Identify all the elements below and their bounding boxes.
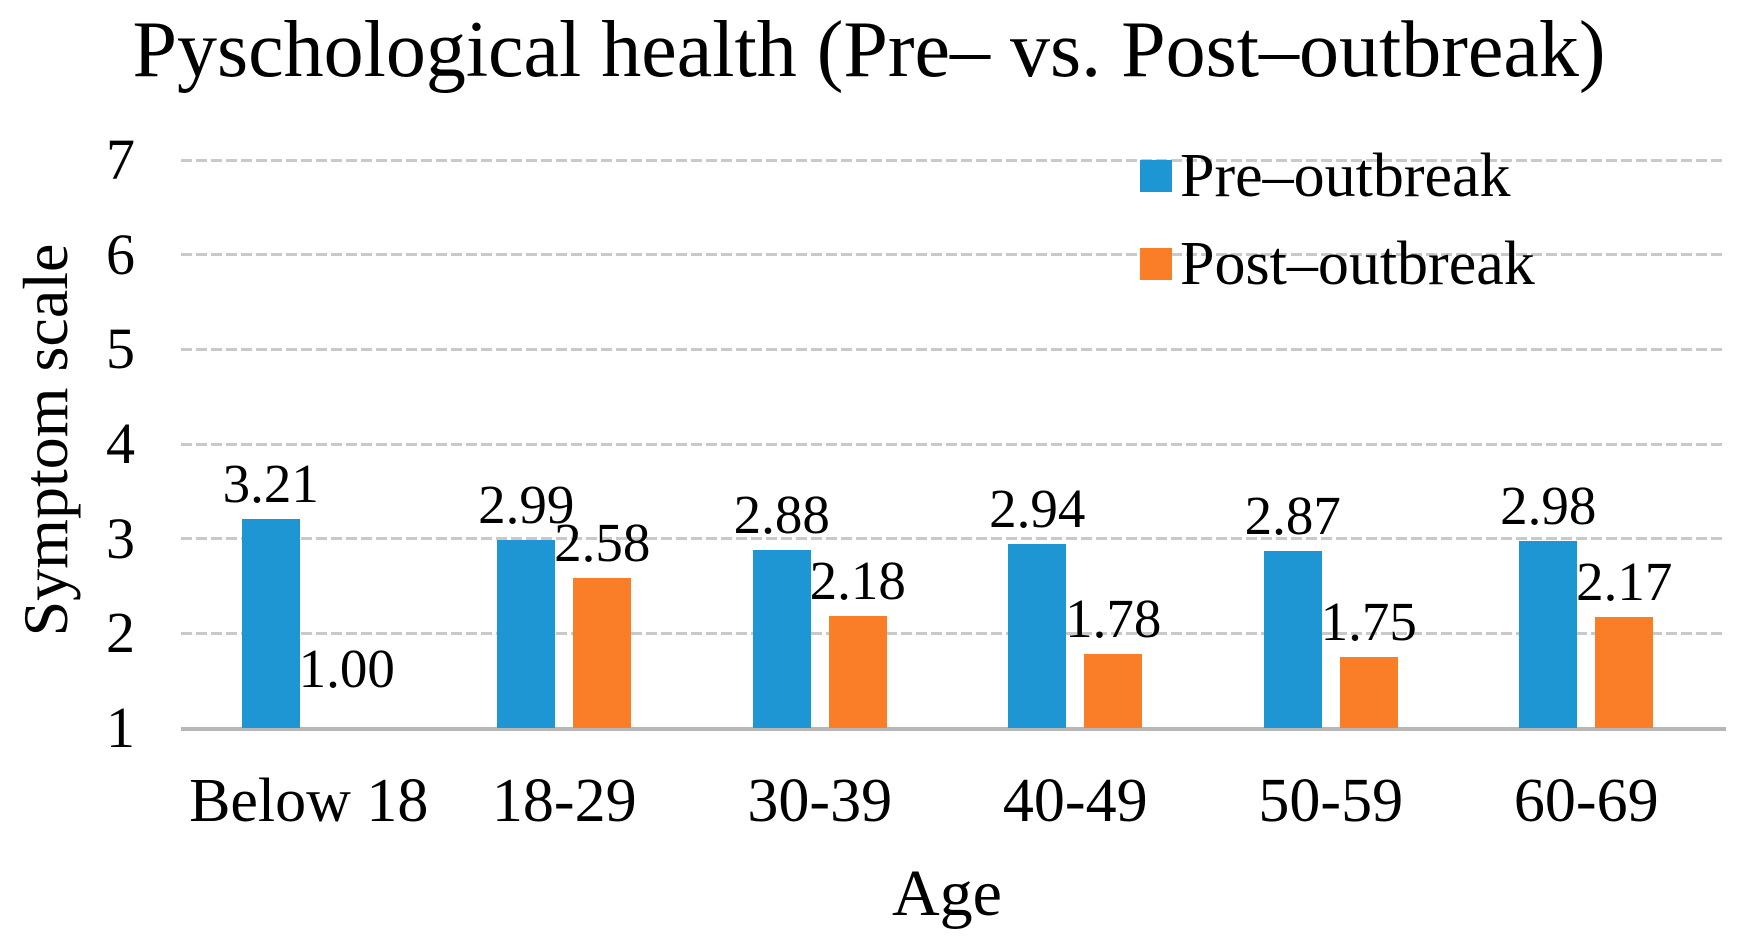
x-axis-title: Age — [892, 857, 1002, 930]
y-axis-tick-label: 7 — [106, 127, 135, 192]
bar-value-label: 2.58 — [554, 512, 651, 574]
legend-item: Pre–outbreak — [1140, 140, 1535, 212]
post-outbreak-bar — [828, 616, 887, 728]
post-outbreak-bar — [1084, 654, 1143, 728]
x-axis-tick-label: 40-49 — [1002, 767, 1148, 835]
post-outbreak-bar — [1339, 657, 1398, 728]
legend-item: Post–outbreak — [1140, 228, 1535, 300]
legend-swatch-icon — [1140, 160, 1172, 192]
chart-title: Pyschological health (Pre– vs. Post–outb… — [132, 6, 1606, 94]
pre-outbreak-bar — [1263, 550, 1322, 728]
gridline — [181, 158, 1726, 162]
bar-value-label: 1.75 — [1320, 591, 1417, 652]
legend: Pre–outbreak Post–outbreak — [1140, 140, 1535, 316]
bar-value-label: 2.18 — [809, 550, 906, 612]
x-axis-line — [181, 727, 1726, 731]
y-axis-tick-label: 6 — [106, 221, 135, 287]
x-axis-tick-label: 18-29 — [491, 767, 637, 835]
bar-value-label: 1.00 — [298, 638, 395, 699]
pre-outbreak-bar — [1008, 544, 1067, 728]
bar-value-label: 2.98 — [1500, 474, 1597, 536]
y-axis-tick-label: 4 — [106, 411, 135, 476]
pre-outbreak-bar — [752, 550, 811, 728]
bar-value-label: 2.99 — [478, 473, 575, 535]
gridline — [181, 631, 1726, 635]
pre-outbreak-bar — [1519, 540, 1578, 728]
gridline — [181, 442, 1726, 446]
legend-swatch-icon — [1140, 248, 1172, 280]
post-outbreak-bar — [1595, 617, 1654, 728]
bar-value-label: 2.88 — [733, 484, 830, 546]
x-axis-tick-label: Below 18 — [189, 767, 429, 835]
y-axis-tick-label: 5 — [106, 316, 135, 382]
pre-outbreak-bar — [241, 518, 300, 728]
y-axis-tick-label: 2 — [106, 600, 135, 666]
gridline — [181, 347, 1726, 351]
pre-outbreak-bar — [497, 539, 556, 728]
x-axis-tick-label: 50-59 — [1258, 767, 1404, 835]
gridline — [181, 537, 1726, 541]
x-axis-tick-label: 60-69 — [1513, 767, 1659, 835]
bar-value-label: 1.78 — [1065, 588, 1162, 650]
y-axis-tick-label: 3 — [106, 505, 135, 571]
gridline — [181, 253, 1726, 257]
legend-label: Post–outbreak — [1180, 230, 1535, 298]
y-axis-tick-label: 1 — [106, 695, 135, 760]
bar-value-label: 2.17 — [1576, 551, 1673, 613]
post-outbreak-bar — [573, 578, 632, 728]
x-axis-tick-label: 30-39 — [747, 767, 893, 835]
bar-value-label: 2.94 — [989, 478, 1086, 540]
bar-value-label: 2.87 — [1244, 484, 1341, 546]
bar-value-label: 3.21 — [222, 452, 319, 514]
legend-label: Pre–outbreak — [1180, 142, 1511, 210]
